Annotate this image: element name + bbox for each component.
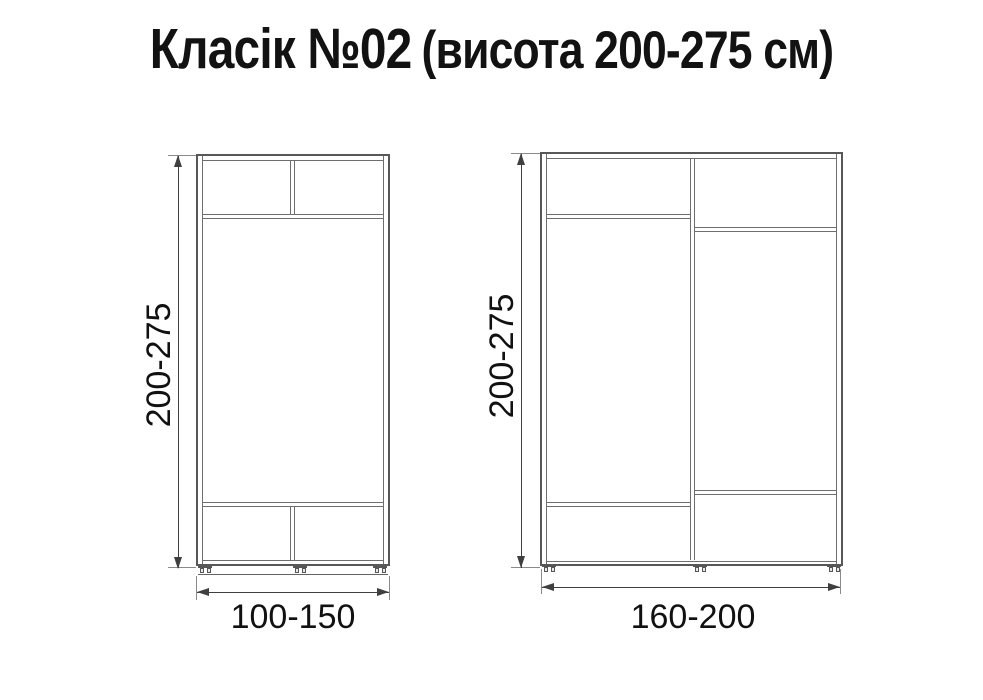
extension-line	[168, 155, 196, 156]
dim-arrow-up	[174, 155, 182, 167]
side-panel-line	[383, 156, 384, 564]
extension-line	[389, 576, 390, 600]
extension-line	[168, 567, 196, 568]
shelf-line	[546, 214, 690, 215]
divider-line	[690, 158, 691, 560]
divider-line	[290, 160, 291, 215]
product-name: Класік №02	[149, 17, 413, 81]
leg	[542, 565, 556, 573]
divider-line	[694, 158, 695, 560]
extension-line	[511, 153, 540, 154]
dim-arrow-right	[828, 583, 840, 591]
leg	[827, 565, 841, 573]
divider-line	[294, 507, 295, 560]
shelf-line	[695, 490, 837, 491]
page-title: Класік №02 (висота 200-275 см)	[79, 16, 905, 82]
divider-line	[294, 160, 295, 215]
side-panel-line	[546, 154, 547, 564]
top-panel-line	[546, 158, 837, 159]
leg	[693, 565, 707, 573]
height-dimension-label: 200-275	[483, 293, 521, 419]
extension-line	[196, 576, 197, 600]
shelf-line	[695, 494, 837, 495]
dimension-line	[521, 154, 522, 568]
dim-arrow-left	[542, 583, 554, 591]
bottom-panel-line	[546, 561, 837, 562]
dim-arrow-right	[377, 588, 389, 596]
dimension-line	[542, 587, 840, 588]
dim-arrow-left	[197, 588, 209, 596]
dimension-line	[197, 592, 389, 593]
shelf-line	[695, 231, 837, 232]
height-dimension-label: 200-275	[140, 302, 178, 428]
dim-arrow-down	[174, 557, 182, 569]
dimension-line	[178, 156, 179, 568]
extension-line	[541, 569, 542, 594]
leg	[293, 566, 307, 574]
cabinet-outline	[540, 152, 843, 566]
shelf-line	[695, 227, 837, 228]
shelf-line	[202, 214, 384, 215]
divider-line	[290, 507, 291, 560]
top-panel-line	[202, 160, 384, 161]
cabinet-outline	[196, 154, 390, 566]
shelf-line	[546, 218, 690, 219]
side-panel-line	[836, 154, 837, 564]
shelf-line	[546, 502, 690, 503]
leg	[198, 566, 212, 574]
width-dimension-label: 100-150	[230, 598, 356, 636]
extension-line	[840, 569, 841, 594]
shelf-line	[202, 506, 384, 507]
base-line	[198, 574, 388, 575]
title-note: (висота 200-275 см)	[421, 21, 835, 80]
dim-arrow-down	[517, 556, 525, 568]
shelf-line	[202, 218, 384, 219]
bottom-panel-line	[202, 560, 384, 561]
shelf-line	[546, 506, 690, 507]
leg	[373, 566, 387, 574]
dim-arrow-up	[517, 153, 525, 165]
width-dimension-label: 160-200	[630, 598, 756, 636]
shelf-line	[202, 502, 384, 503]
side-panel-line	[202, 156, 203, 564]
extension-line	[511, 567, 540, 568]
